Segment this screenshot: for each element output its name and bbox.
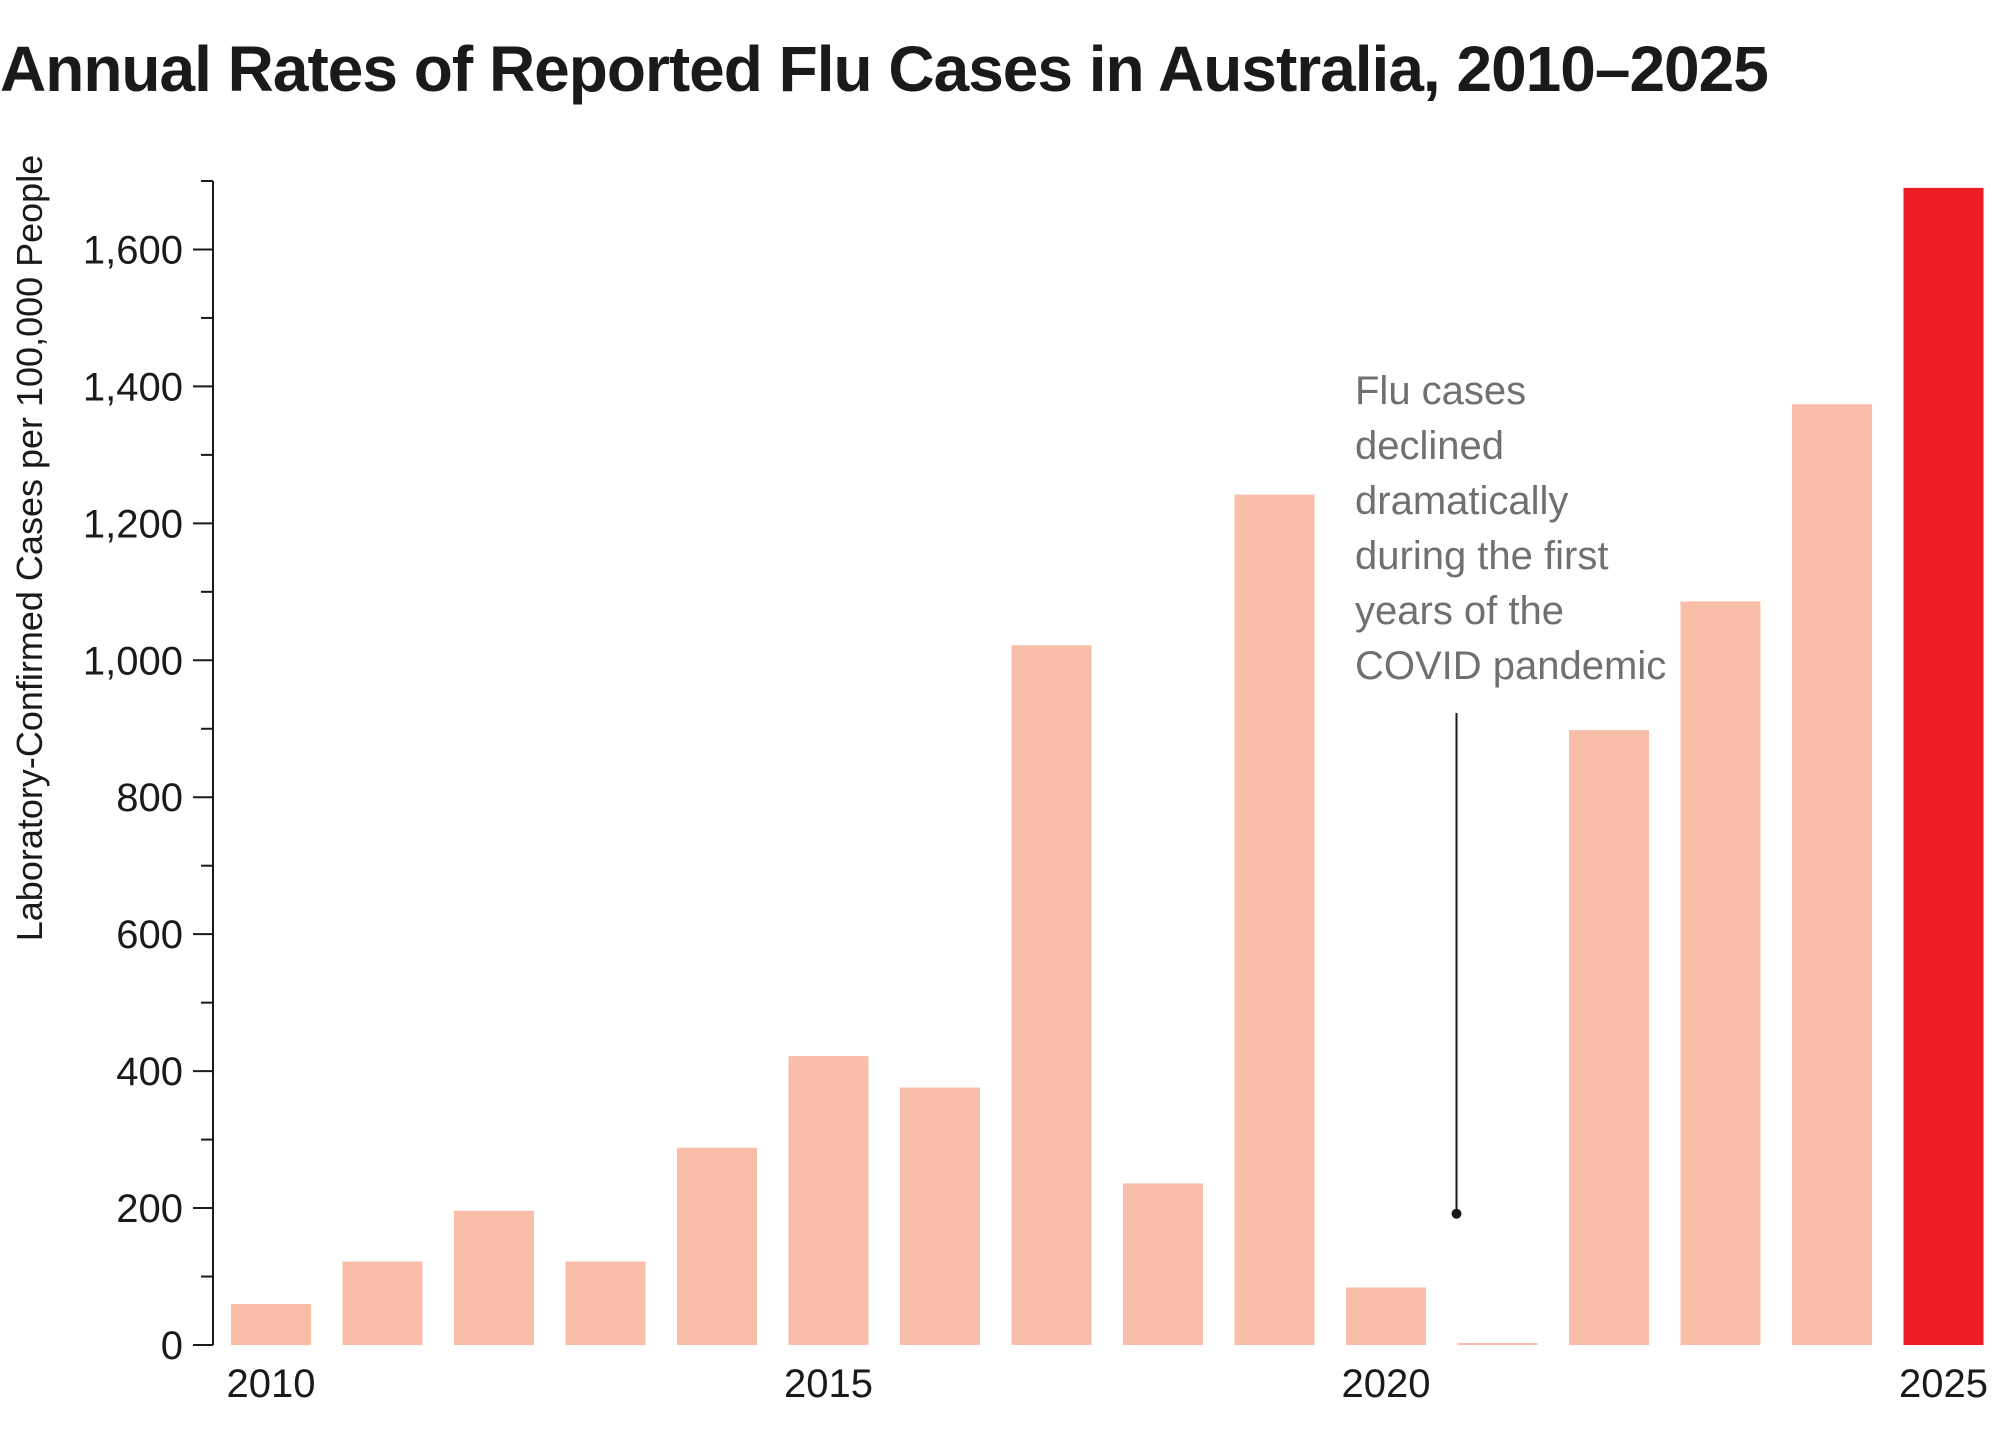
bar-2012 [454,1210,534,1345]
bar-2022 [1569,730,1649,1345]
bar-2021 [1457,1343,1538,1345]
y-tick-label: 1,000 [83,639,183,683]
y-tick-label: 0 [161,1324,183,1368]
annotation-text-line: during the first [1355,534,1608,578]
x-tick-label-2020: 2020 [1342,1362,1431,1406]
y-tick-label: 1,200 [83,502,183,546]
bar-2010 [231,1303,311,1345]
annotation-text-line: years of the [1355,589,1564,633]
y-tick-label: 400 [116,1050,183,1094]
bars [231,187,1984,1346]
bar-2024 [1792,404,1872,1345]
bar-2011 [342,1261,423,1345]
annotation: Flu cases declined dramatically during the … [1355,369,1666,1219]
annotation-text-line: declined [1355,424,1504,468]
x-tick-label-2025: 2025 [1899,1362,1988,1406]
chart-title: Annual Rates of Reported Flu Cases in Au… [0,33,1769,105]
annotation-text-line: Flu cases [1355,369,1526,413]
y-tick-label: 800 [116,776,183,820]
bar-2017 [1011,645,1092,1345]
bar-2019 [1234,494,1315,1345]
y-axis: 0 200 400 600 800 1,000 1,200 1,400 1,600 [83,180,214,1368]
bar-2025 [1903,187,1984,1346]
x-tick-label-2015: 2015 [784,1362,873,1406]
annotation-text-line: COVID pandemic [1355,644,1666,688]
y-tick-label: 1,400 [83,365,183,409]
y-tick-label: 1,600 [83,228,183,272]
bar-2015 [788,1056,869,1345]
bar-2014 [677,1147,757,1345]
bar-2013 [565,1261,646,1345]
annotation-text-line: dramatically [1355,479,1568,523]
y-axis-title: Laboratory-Confirmed Cases per 100,000 P… [9,155,50,941]
bar-2020 [1346,1287,1426,1345]
x-tick-label-2010: 2010 [227,1362,316,1406]
bar-2018 [1123,1183,1203,1345]
bar-2016 [900,1087,980,1345]
y-tick-label: 600 [116,913,183,957]
y-tick-label: 200 [116,1187,183,1231]
bar-2023 [1680,601,1761,1345]
annotation-dot [1451,1208,1462,1219]
x-axis-labels: 2010 2015 2020 2025 [227,1362,1988,1406]
